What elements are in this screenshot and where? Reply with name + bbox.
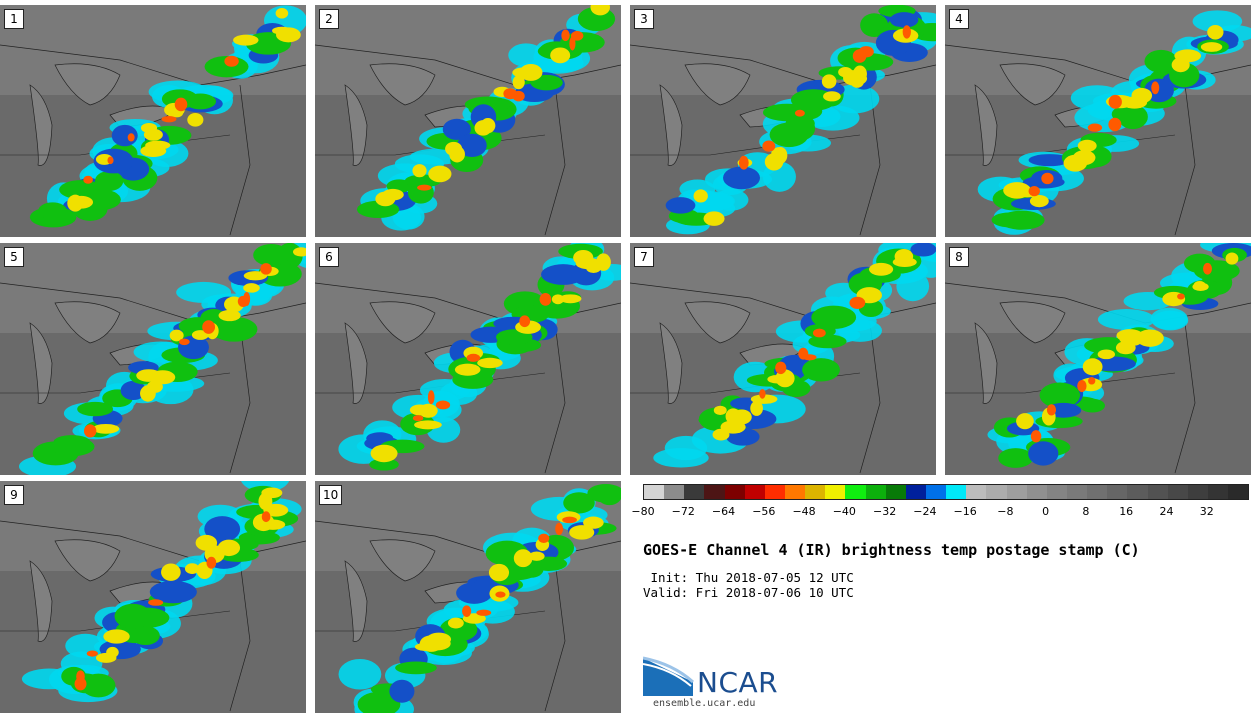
colorbar-tick: 32 <box>1199 505 1214 518</box>
map-ir-field <box>630 243 936 475</box>
colorbar-tick: −24 <box>913 505 937 518</box>
forecast-panel: 8 <box>945 243 1251 475</box>
colorbar-segment <box>885 485 906 499</box>
panel-label: 2 <box>319 9 339 29</box>
colorbar <box>643 484 1249 500</box>
logo-wordmark: NCAR <box>697 666 779 699</box>
colorbar-tick: −16 <box>953 505 977 518</box>
map-ir-field <box>945 243 1251 475</box>
panel-label: 8 <box>949 247 969 267</box>
forecast-panel: 2 <box>315 5 621 237</box>
map-ir-field <box>315 243 621 475</box>
colorbar-segment <box>744 485 765 499</box>
colorbar-tick-labels: −80 −72 −64 −56 −48 −40 −32 −24 −16 −8 0 8 16 24 32 <box>631 505 1247 521</box>
panel-label: 10 <box>319 485 343 505</box>
colorbar-tick: −8 <box>997 505 1014 518</box>
colorbar-tick: −40 <box>832 505 856 518</box>
panel-label: 4 <box>949 9 969 29</box>
colorbar-segment <box>684 485 705 499</box>
panel-label: 9 <box>4 485 24 505</box>
colorbar-segment <box>1187 485 1208 499</box>
colorbar-tick: −72 <box>671 505 695 518</box>
colorbar-segment <box>724 485 745 499</box>
colorbar-segment <box>925 485 947 499</box>
forecast-panel: 5 <box>0 243 306 475</box>
colorbar-tick: −56 <box>752 505 776 518</box>
colorbar-segment <box>1127 485 1148 499</box>
colorbar-segment <box>1147 485 1168 499</box>
colorbar-segment <box>1167 485 1188 499</box>
figure-title: GOES-E Channel 4 (IR) brightness temp po… <box>643 541 1140 559</box>
colorbar-segment <box>1006 485 1027 499</box>
colorbar-segment <box>865 485 886 499</box>
forecast-panel: 10 <box>315 481 621 713</box>
colorbar-tick: −32 <box>872 505 897 518</box>
colorbar-tick: 8 <box>1082 505 1090 518</box>
colorbar-segment <box>986 485 1007 499</box>
panel-label: 7 <box>634 247 654 267</box>
colorbar-segment <box>966 485 987 499</box>
init-time: Init: Thu 2018-07-05 12 UTC <box>643 570 854 585</box>
colorbar-segment <box>704 485 725 499</box>
colorbar-tick: 24 <box>1159 505 1174 518</box>
colorbar-segment <box>905 485 926 499</box>
colorbar-segment <box>644 485 665 499</box>
colorbar-segment <box>845 485 866 499</box>
colorbar-segment <box>1107 485 1128 499</box>
colorbar-segment <box>764 485 785 499</box>
forecast-panel: 4 <box>945 5 1251 237</box>
colorbar-segment <box>946 485 967 499</box>
panel-label: 3 <box>634 9 654 29</box>
forecast-panel: 9 <box>0 481 306 713</box>
colorbar-segment <box>825 485 846 499</box>
colorbar-tick: −80 <box>631 505 655 518</box>
forecast-panel: 3 <box>630 5 936 237</box>
colorbar-segment <box>664 485 685 499</box>
colorbar-segment <box>1066 485 1088 499</box>
logo-url: ensemble.ucar.edu <box>653 698 756 709</box>
colorbar-tick: 0 <box>1042 505 1050 518</box>
colorbar-segment <box>1046 485 1067 499</box>
colorbar-tick: 16 <box>1119 505 1134 518</box>
map-ir-field <box>0 5 306 237</box>
colorbar-segment <box>1207 485 1229 499</box>
colorbar-tick: −48 <box>792 505 816 518</box>
ncar-logo-icon <box>643 656 695 696</box>
colorbar-segment <box>784 485 806 499</box>
colorbar-segment <box>805 485 826 499</box>
map-ir-field <box>0 243 306 475</box>
forecast-panel: 7 <box>630 243 936 475</box>
colorbar-segment <box>1087 485 1108 499</box>
valid-time: Valid: Fri 2018-07-06 10 UTC <box>643 585 854 600</box>
map-ir-field <box>315 481 621 713</box>
colorbar-tick: −64 <box>711 505 736 518</box>
map-ir-field <box>315 5 621 237</box>
map-ir-field <box>630 5 936 237</box>
map-ir-field <box>0 481 306 713</box>
colorbar-segment <box>1228 485 1249 499</box>
panel-label: 1 <box>4 9 24 29</box>
forecast-panel: 6 <box>315 243 621 475</box>
forecast-panel: 1 <box>0 5 306 237</box>
colorbar-segment <box>1026 485 1047 499</box>
panel-label: 6 <box>319 247 339 267</box>
map-ir-field <box>945 5 1251 237</box>
panel-label: 5 <box>4 247 24 267</box>
